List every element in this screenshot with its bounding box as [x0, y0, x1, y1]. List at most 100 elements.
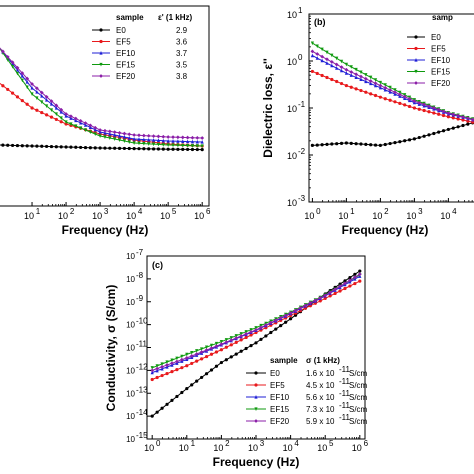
marker-ef5: [364, 90, 368, 94]
marker-e0: [64, 145, 68, 149]
marker-ef10: [142, 137, 146, 142]
marker-e0: [414, 35, 418, 39]
marker-ef5: [373, 93, 378, 98]
marker-ef20: [127, 132, 132, 137]
marker-ef20: [150, 368, 155, 373]
marker-ef20: [195, 135, 200, 140]
panel-c-label: (c): [152, 260, 163, 270]
marker-ef20: [249, 330, 253, 334]
legend-c-unit-e0: S/cm: [349, 369, 368, 378]
x-tick-label: 10: [58, 211, 68, 221]
marker-e0: [427, 133, 431, 137]
marker-ef15: [378, 80, 382, 85]
y-tick-exponent: -14: [136, 408, 148, 417]
marker-ef20: [310, 49, 315, 54]
y-tick-label: 10: [126, 389, 135, 398]
marker-e0: [456, 125, 460, 129]
marker-ef20: [44, 94, 49, 99]
legend-a-sample-ef20: EF20: [116, 72, 136, 81]
x-tick-label: 10: [440, 211, 450, 221]
legend-c-exponent-ef15: -11: [339, 401, 351, 410]
marker-e0: [219, 360, 223, 365]
marker-ef15: [369, 75, 373, 80]
marker-e0: [88, 146, 92, 150]
y-tick-label: 10: [126, 298, 135, 307]
marker-ef5: [422, 108, 426, 113]
marker-ef20: [171, 135, 175, 140]
marker-ef5: [175, 368, 179, 372]
marker-ef20: [422, 102, 427, 107]
marker-ef20: [412, 99, 417, 104]
marker-ef5: [412, 106, 416, 110]
marker-ef20: [254, 419, 258, 423]
series-line-ef10: [0, 47, 203, 143]
marker-ef15: [108, 136, 112, 140]
y-tick-exponent: 0: [298, 53, 303, 62]
marker-ef10: [99, 51, 103, 55]
marker-ef5: [54, 117, 58, 122]
x-tick-exponent: 1: [36, 207, 41, 216]
marker-ef20: [39, 90, 44, 95]
marker-ef5: [15, 95, 20, 99]
marker-e0: [195, 147, 199, 152]
marker-ef20: [15, 65, 20, 70]
marker-ef15: [151, 142, 156, 147]
marker-e0: [200, 148, 204, 152]
marker-ef20: [199, 350, 204, 354]
marker-e0: [369, 143, 373, 147]
marker-ef5: [170, 370, 174, 374]
marker-e0: [93, 146, 97, 150]
panel-b-frame: [308, 13, 474, 203]
marker-ef20: [170, 361, 174, 366]
legend-b-header-sample: samp: [432, 13, 453, 22]
marker-ef5: [451, 116, 455, 120]
marker-ef15: [354, 67, 358, 72]
marker-ef15: [175, 356, 179, 361]
marker-ef20: [254, 327, 258, 332]
marker-ef20: [112, 130, 117, 135]
marker-e0: [359, 142, 363, 146]
marker-e0: [279, 324, 283, 328]
marker-e0: [83, 145, 88, 150]
x-tick-exponent: 1: [191, 439, 196, 448]
marker-e0: [274, 327, 278, 331]
y-tick-label: 10: [126, 252, 135, 261]
y-tick-exponent: -15: [136, 431, 148, 440]
marker-ef5: [393, 100, 397, 104]
marker-ef15: [195, 349, 199, 353]
marker-ef20: [214, 344, 219, 349]
y-tick-exponent: -10: [136, 317, 148, 326]
marker-ef20: [165, 363, 169, 367]
marker-e0: [137, 147, 141, 151]
marker-ef5: [446, 115, 450, 119]
marker-e0: [349, 141, 353, 145]
marker-ef5: [195, 359, 199, 363]
legend-c-header-sample: sample: [270, 356, 298, 365]
marker-ef10: [25, 80, 29, 84]
marker-ef5: [49, 115, 54, 119]
marker-ef10: [132, 137, 136, 141]
legend-c-sample-ef20: EF20: [270, 417, 290, 426]
marker-ef15: [45, 104, 49, 108]
marker-e0: [254, 371, 258, 375]
marker-ef20: [388, 88, 393, 92]
marker-ef20: [209, 346, 214, 350]
marker-ef5: [30, 106, 34, 110]
marker-ef20: [263, 323, 268, 327]
marker-ef5: [461, 118, 465, 122]
marker-e0: [30, 144, 34, 148]
marker-ef10: [122, 135, 127, 139]
series-line-e0: [312, 121, 474, 146]
series-line-ef15: [152, 274, 361, 369]
marker-e0: [103, 146, 107, 150]
marker-ef15: [254, 407, 258, 411]
marker-ef15: [310, 41, 314, 46]
marker-ef20: [348, 278, 352, 283]
y-tick-label: 10: [287, 198, 297, 208]
marker-ef5: [349, 85, 353, 89]
legend-a-sample-ef10: EF10: [116, 49, 136, 58]
marker-e0: [155, 410, 159, 414]
marker-ef15: [388, 85, 392, 90]
marker-ef10: [156, 138, 161, 143]
marker-ef15: [414, 69, 418, 74]
